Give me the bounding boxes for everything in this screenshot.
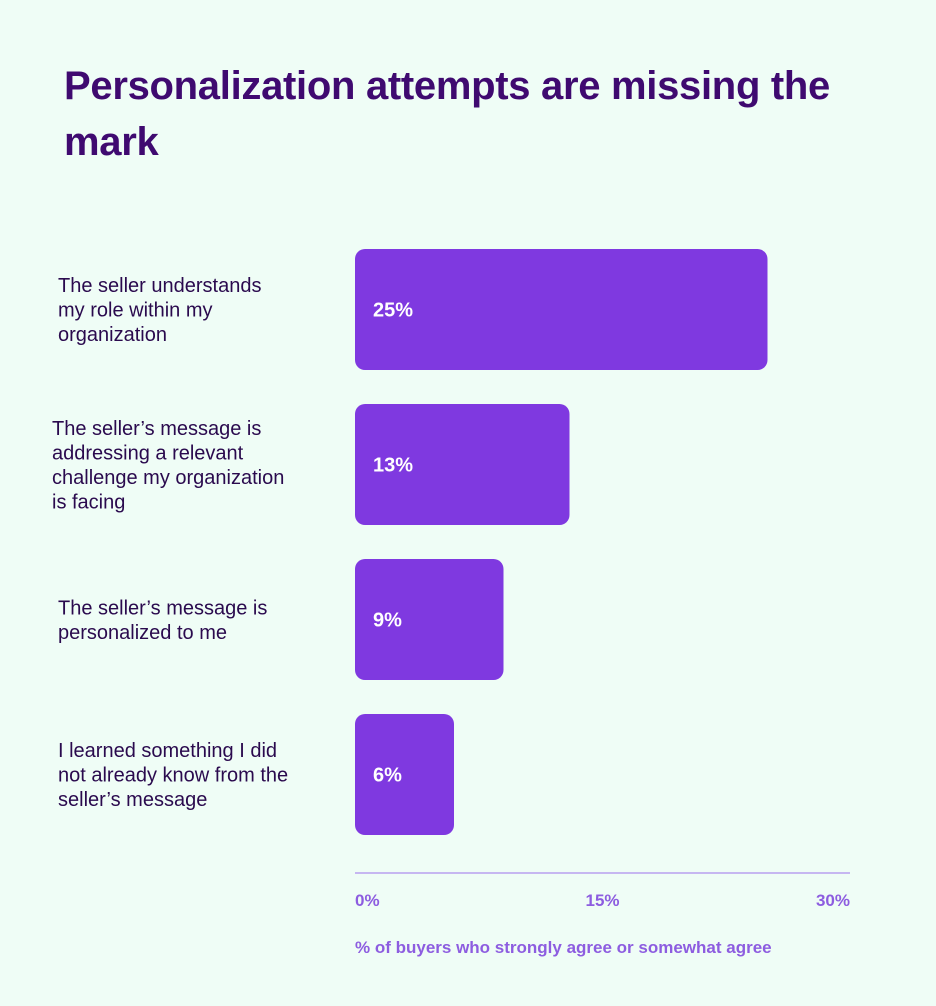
x-axis-ticks: 0% 15% 30% xyxy=(355,891,850,910)
tick-label-1: 0% xyxy=(355,891,380,910)
category-label-line: The seller understands xyxy=(58,275,261,297)
bars xyxy=(355,249,768,835)
category-labels: The seller understands my role within my o… xyxy=(52,275,288,811)
bar-1 xyxy=(355,249,768,370)
data-label-2: 13% xyxy=(373,455,413,477)
data-label-1: 25% xyxy=(373,300,413,322)
category-label-1: The seller understands my role within my o… xyxy=(58,275,261,346)
category-label-line: The seller’s message is xyxy=(58,597,267,619)
category-label-line: I learned something I did xyxy=(58,740,277,762)
tick-label-3: 30% xyxy=(816,891,850,910)
category-label-3: The seller’s message is personalized to m… xyxy=(58,597,267,644)
data-label-3: 9% xyxy=(373,610,402,632)
category-label-line: personalized to me xyxy=(58,622,227,644)
bar-2 xyxy=(355,404,570,525)
category-label-line: my role within my xyxy=(58,300,212,322)
category-label-line: seller’s message xyxy=(58,789,207,811)
x-axis-title: % of buyers who strongly agree or somewh… xyxy=(355,938,772,957)
data-labels: 25% 13% 9% 6% xyxy=(373,300,413,787)
category-label-line: challenge my organization xyxy=(52,467,284,489)
category-label-2: The seller’s message is addressing a rele… xyxy=(52,418,284,514)
bar-4 xyxy=(355,714,454,835)
category-label-4: I learned something I did not already kno… xyxy=(58,740,288,811)
data-label-4: 6% xyxy=(373,765,402,787)
category-label-line: not already know from the xyxy=(58,765,288,787)
category-label-line: organization xyxy=(58,324,167,346)
bar-3 xyxy=(355,559,504,680)
category-label-line: addressing a relevant xyxy=(52,442,244,464)
category-label-line: The seller’s message is xyxy=(52,418,261,440)
category-label-line: is facing xyxy=(52,491,125,513)
chart-title: Personalization attempts are missing the… xyxy=(64,64,830,164)
tick-label-2: 15% xyxy=(585,891,619,910)
